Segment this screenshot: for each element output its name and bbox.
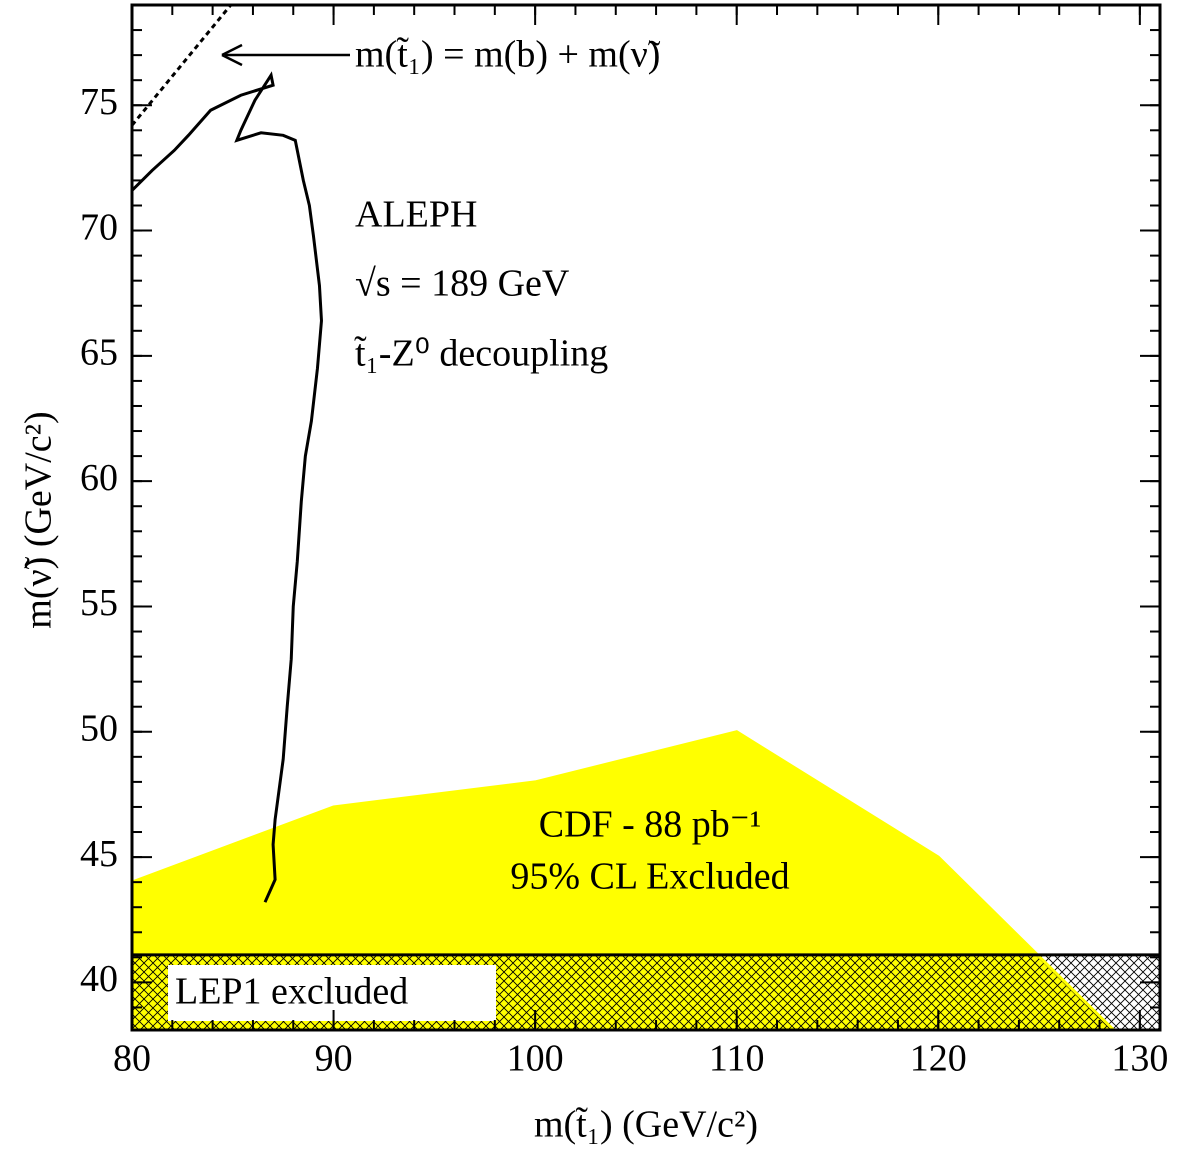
annotation: 95% CL Excluded [510, 856, 789, 898]
y-tick-label: 75 [80, 81, 118, 123]
kinematic-limit [132, 5, 232, 127]
y-tick-label: 70 [80, 206, 118, 248]
annotation: t̃₁-Z⁰ decoupling [354, 333, 608, 375]
y-tick-label: 50 [80, 707, 118, 749]
y-tick-label: 55 [80, 582, 118, 624]
annotation: CDF - 88 pb⁻¹ [539, 804, 762, 846]
x-tick-label: 90 [315, 1038, 353, 1080]
y-tick-label: 45 [80, 833, 118, 875]
x-tick-label: 130 [1111, 1038, 1168, 1080]
x-tick-label: 120 [910, 1038, 967, 1080]
annotation: m(t̃₁) = m(b) + m(ν̃) [355, 34, 661, 76]
annotation: √s = 189 GeV [355, 263, 570, 305]
boundary-line [132, 730, 1115, 1030]
x-axis-title: m(t̃₁) (GeV/c²) [534, 1104, 758, 1146]
annotation: LEP1 excluded [175, 971, 408, 1013]
label-box [168, 965, 496, 1021]
x-tick-label: 80 [113, 1038, 151, 1080]
plot-frame [130, 3, 1162, 1032]
y-axis-title: m(ν̃) (GeV/c²) [18, 411, 60, 628]
x-tick-label: 100 [507, 1038, 564, 1080]
y-tick-label: 65 [80, 332, 118, 374]
limit-curve [132, 71, 323, 903]
x-tick-label: 110 [709, 1038, 765, 1080]
annotation: ALEPH [355, 194, 477, 236]
y-tick-label: 40 [80, 958, 118, 1000]
y-tick-label: 60 [80, 457, 118, 499]
arrow-head [221, 43, 243, 67]
